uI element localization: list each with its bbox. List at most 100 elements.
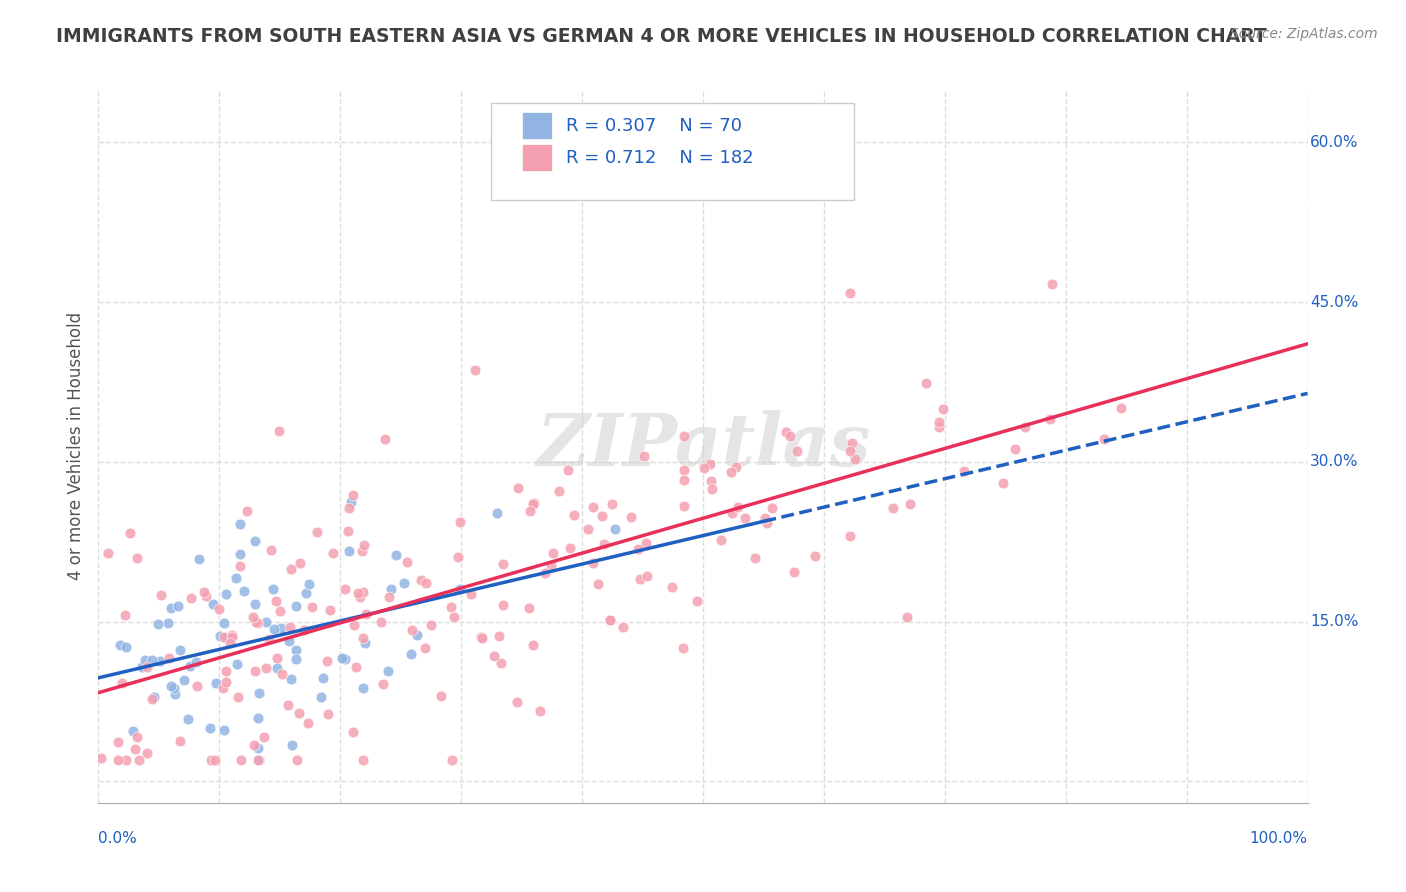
Point: [193, 585, 215, 599]
Point: [288, 556, 311, 570]
Point: [352, 681, 374, 696]
Point: [529, 704, 551, 718]
Point: [114, 640, 136, 654]
Point: [246, 753, 269, 767]
Point: [236, 503, 259, 517]
Point: [226, 690, 249, 704]
Point: [169, 733, 191, 747]
Point: [301, 600, 323, 615]
Point: [110, 638, 132, 652]
Text: ZIPatlas: ZIPatlas: [536, 410, 870, 482]
Point: [576, 522, 599, 536]
Point: [354, 636, 377, 650]
Point: [141, 692, 163, 706]
Point: [343, 618, 366, 632]
Point: [316, 654, 339, 668]
Point: [449, 582, 471, 597]
Text: 100.0%: 100.0%: [1250, 831, 1308, 847]
Point: [260, 543, 283, 558]
Point: [298, 576, 321, 591]
Point: [373, 677, 395, 691]
Point: [200, 753, 222, 767]
Point: [489, 656, 512, 670]
Point: [90, 750, 112, 764]
Point: [628, 572, 651, 586]
Point: [254, 615, 277, 629]
Point: [354, 607, 377, 621]
Text: R = 0.712    N = 182: R = 0.712 N = 182: [567, 149, 754, 167]
Point: [122, 724, 145, 739]
Point: [838, 286, 860, 301]
Point: [212, 681, 235, 695]
Point: [932, 401, 955, 416]
Point: [720, 465, 742, 479]
Point: [212, 615, 235, 630]
Point: [214, 674, 236, 689]
Point: [96, 546, 118, 560]
Point: [228, 516, 250, 531]
Point: [242, 609, 264, 624]
Point: [225, 571, 247, 585]
Text: 0.0%: 0.0%: [98, 831, 138, 847]
Point: [186, 679, 208, 693]
Text: 30.0%: 30.0%: [1310, 455, 1358, 469]
Point: [599, 613, 621, 627]
Point: [225, 657, 247, 672]
Point: [264, 594, 287, 608]
Point: [672, 473, 695, 487]
Point: [734, 510, 756, 524]
Point: [125, 730, 148, 744]
Point: [582, 500, 605, 515]
Point: [204, 753, 226, 767]
Point: [136, 747, 159, 761]
Point: [353, 538, 375, 552]
Text: 45.0%: 45.0%: [1310, 294, 1358, 310]
Point: [484, 648, 506, 663]
Point: [346, 586, 368, 600]
Point: [160, 680, 183, 694]
Y-axis label: 4 or more Vehicles in Household: 4 or more Vehicles in Household: [66, 312, 84, 580]
Point: [157, 650, 180, 665]
Point: [284, 643, 307, 657]
Point: [898, 497, 921, 511]
Point: [142, 690, 165, 705]
Point: [591, 509, 613, 524]
Point: [671, 640, 693, 655]
Point: [333, 582, 356, 596]
Text: IMMIGRANTS FROM SOUTH EASTERN ASIA VS GERMAN 4 OR MORE VEHICLES IN HOUSEHOLD COR: IMMIGRANTS FROM SOUTH EASTERN ASIA VS GE…: [56, 27, 1267, 45]
Point: [488, 629, 510, 643]
Point: [374, 432, 396, 446]
Point: [779, 428, 801, 442]
Point: [775, 425, 797, 439]
Point: [208, 629, 231, 643]
Point: [505, 695, 527, 709]
Point: [754, 510, 776, 524]
Point: [243, 533, 266, 548]
Point: [107, 735, 129, 749]
Point: [401, 623, 423, 637]
Point: [247, 686, 270, 700]
Point: [278, 620, 301, 634]
Point: [127, 551, 149, 566]
Point: [882, 500, 904, 515]
Point: [522, 638, 544, 652]
Point: [280, 739, 302, 753]
Point: [339, 543, 361, 558]
Point: [179, 658, 201, 673]
Point: [380, 582, 402, 596]
Point: [744, 550, 766, 565]
Point: [285, 753, 308, 767]
Point: [533, 566, 555, 580]
Point: [163, 681, 186, 695]
Point: [278, 634, 301, 648]
Point: [270, 621, 292, 635]
Point: [710, 533, 733, 547]
Point: [491, 598, 513, 612]
Point: [284, 652, 307, 666]
Point: [342, 725, 364, 739]
Point: [295, 586, 318, 600]
Point: [991, 476, 1014, 491]
Point: [229, 753, 252, 767]
Point: [352, 631, 374, 645]
Point: [247, 740, 270, 755]
